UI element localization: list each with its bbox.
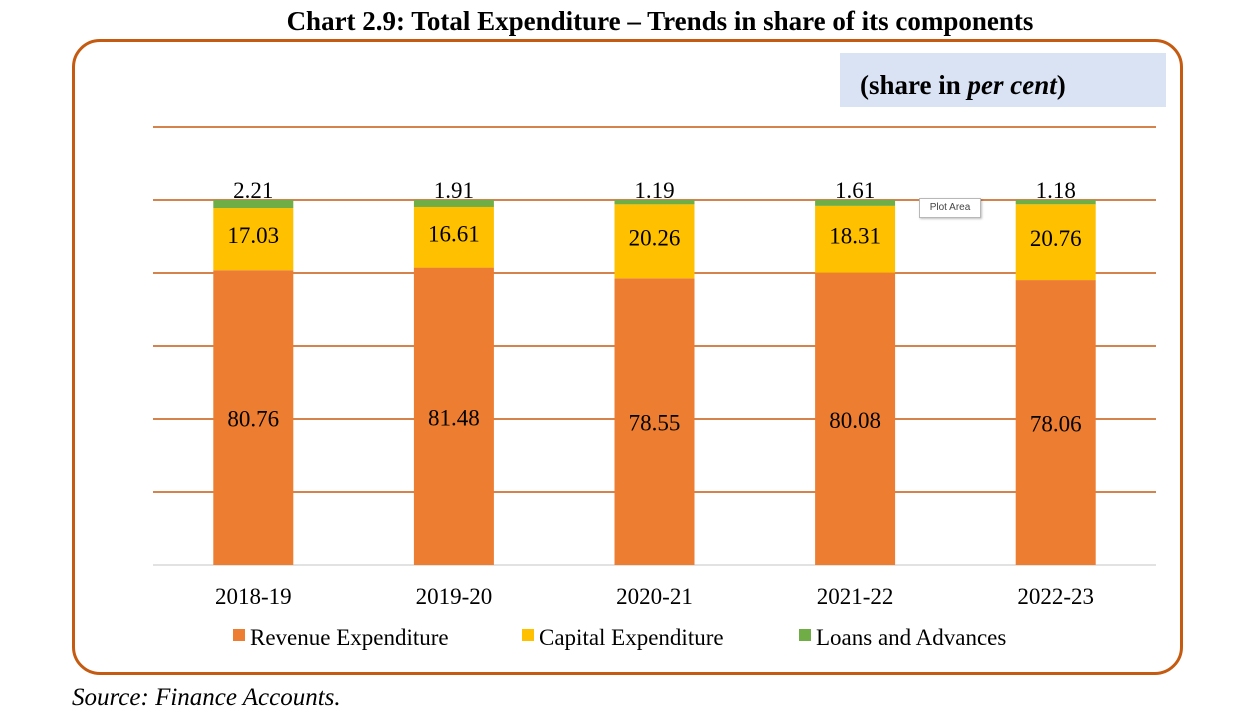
bar-segment — [213, 270, 294, 565]
bar-segment — [1015, 280, 1096, 565]
data-label: 80.08 — [829, 408, 881, 433]
bar-segment — [213, 200, 294, 209]
legend-swatch — [522, 629, 534, 641]
x-tick-label: 2022-23 — [1017, 584, 1094, 609]
data-label: 81.48 — [428, 405, 480, 430]
bar-segment — [815, 205, 896, 273]
plot-area-tooltip: Plot Area — [919, 198, 981, 218]
x-tick-label: 2020-21 — [616, 584, 693, 609]
unit-box — [840, 53, 1166, 107]
bar-segment — [1015, 204, 1096, 281]
data-label: 1.61 — [835, 178, 875, 203]
bar-segment — [413, 200, 494, 207]
source-note: Source: Finance Accounts. — [72, 684, 341, 711]
data-label: 16.61 — [428, 221, 480, 246]
bar-segment — [1015, 200, 1096, 205]
bar-segment — [614, 204, 695, 279]
unit-label: (share in per cent) — [860, 70, 1066, 100]
bar-segment — [413, 206, 494, 268]
legend-label: Capital Expenditure — [539, 625, 724, 650]
bar-segment — [815, 272, 896, 565]
data-label: 2.21 — [233, 178, 273, 203]
data-label: 1.19 — [634, 178, 674, 203]
bar-segment — [614, 278, 695, 565]
bar-segment — [413, 267, 494, 565]
data-label: 1.91 — [434, 178, 474, 203]
x-tick-label: 2019-20 — [416, 584, 493, 609]
x-tick-label: 2021-22 — [817, 584, 894, 609]
legend-swatch — [799, 629, 811, 641]
bar-segment — [614, 200, 695, 205]
chart-title: Chart 2.9: Total Expenditure – Trends in… — [286, 6, 1034, 36]
legend-swatch — [233, 629, 245, 641]
bar-segment — [213, 208, 294, 271]
bar-segment — [815, 200, 896, 206]
data-label: 20.76 — [1030, 226, 1082, 251]
data-label: 80.76 — [227, 407, 279, 432]
data-label: 78.06 — [1030, 412, 1082, 437]
data-label: 17.03 — [227, 223, 279, 248]
chart-frame — [72, 39, 1183, 675]
data-label: 20.26 — [629, 225, 681, 250]
legend-label: Loans and Advances — [816, 625, 1006, 650]
data-label: 1.18 — [1036, 178, 1076, 203]
data-label: 78.55 — [629, 411, 681, 436]
legend-label: Revenue Expenditure — [250, 625, 449, 650]
data-label: 18.31 — [829, 223, 881, 248]
x-tick-label: 2018-19 — [215, 584, 292, 609]
